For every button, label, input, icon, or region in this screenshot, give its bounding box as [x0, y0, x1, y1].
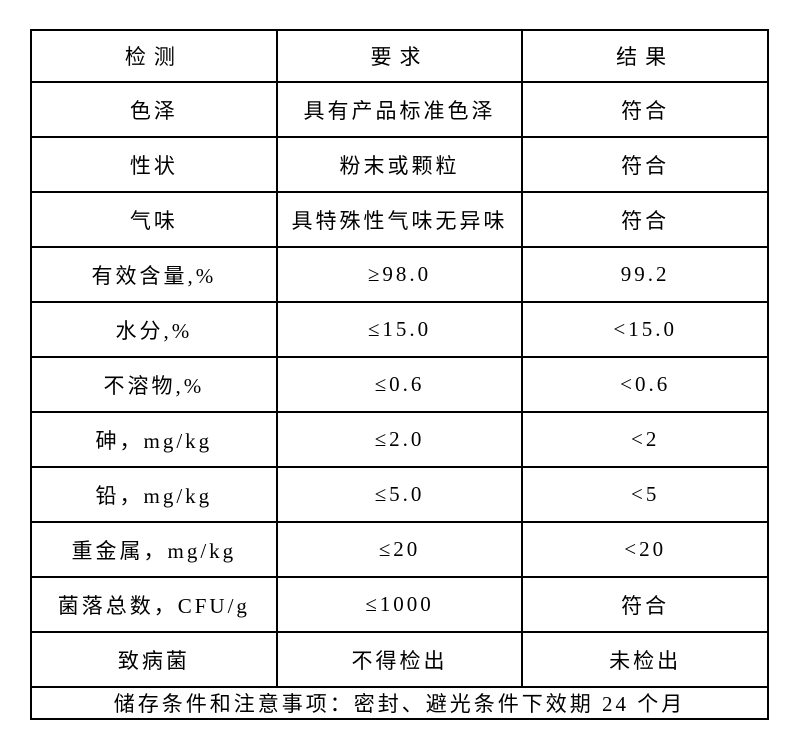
column-header-result: 结果: [521, 29, 769, 83]
footer-row: 储存条件和注意事项：密封、避光条件下效期 24 个月: [30, 686, 769, 720]
requirement-cell: ≥98.0: [275, 246, 524, 303]
result-cell: <20: [521, 521, 769, 578]
requirement-cell: ≤0.6: [275, 356, 524, 413]
table-row: 性状 粉末或颗粒 符合: [30, 136, 769, 193]
test-item-cell: 菌落总数，CFU/g: [30, 576, 278, 633]
requirement-cell: 具特殊性气味无异味: [275, 191, 524, 248]
requirement-cell: ≤2.0: [275, 411, 524, 468]
requirement-cell: ≤5.0: [275, 466, 524, 523]
test-item-cell: 气味: [30, 191, 278, 248]
test-item-cell: 不溶物,%: [30, 356, 278, 413]
result-cell: 符合: [521, 576, 769, 633]
result-cell: 99.2: [521, 246, 769, 303]
table-row: 重金属，mg/kg ≤20 <20: [30, 521, 769, 578]
table-row: 水分,% ≤15.0 <15.0: [30, 301, 769, 358]
requirement-cell: ≤20: [275, 521, 524, 578]
test-item-cell: 性状: [30, 136, 278, 193]
requirement-cell: 粉末或颗粒: [275, 136, 524, 193]
result-cell: <2: [521, 411, 769, 468]
column-header-test: 检测: [30, 29, 278, 83]
requirement-cell: ≤15.0: [275, 301, 524, 358]
requirement-cell: 不得检出: [275, 631, 524, 688]
inspection-table-body: 色泽 具有产品标准色泽 符合 性状 粉末或颗粒 符合 气味 具特殊性气味无异味 符合 有效含量,%…: [30, 81, 769, 688]
table-row: 菌落总数，CFU/g ≤1000 符合: [30, 576, 769, 633]
test-item-cell: 致病菌: [30, 631, 278, 688]
header-row: 检测 要求 结果: [30, 29, 769, 83]
storage-note: 储存条件和注意事项：密封、避光条件下效期 24 个月: [30, 686, 769, 720]
table-row: 铅，mg/kg ≤5.0 <5: [30, 466, 769, 523]
result-cell: <0.6: [521, 356, 769, 413]
table-row: 气味 具特殊性气味无异味 符合: [30, 191, 769, 248]
result-cell: 符合: [521, 191, 769, 248]
requirement-cell: ≤1000: [275, 576, 524, 633]
table-row: 砷，mg/kg ≤2.0 <2: [30, 411, 769, 468]
test-item-cell: 水分,%: [30, 301, 278, 358]
inspection-table-head: 检测 要求 结果: [30, 29, 769, 83]
test-item-cell: 有效含量,%: [30, 246, 278, 303]
table-row: 不溶物,% ≤0.6 <0.6: [30, 356, 769, 413]
table-row: 有效含量,% ≥98.0 99.2: [30, 246, 769, 303]
column-header-requirement: 要求: [275, 29, 524, 83]
test-item-cell: 铅，mg/kg: [30, 466, 278, 523]
result-cell: 未检出: [521, 631, 769, 688]
inspection-table: 检测 要求 结果 色泽 具有产品标准色泽 符合 性状 粉末或颗粒 符合 气味 具特殊性气味无异…: [30, 29, 769, 720]
result-cell: 符合: [521, 136, 769, 193]
table-row: 色泽 具有产品标准色泽 符合: [30, 81, 769, 138]
table-row: 致病菌 不得检出 未检出: [30, 631, 769, 688]
test-item-cell: 重金属，mg/kg: [30, 521, 278, 578]
requirement-cell: 具有产品标准色泽: [275, 81, 524, 138]
inspection-table-foot: 储存条件和注意事项：密封、避光条件下效期 24 个月: [30, 686, 769, 720]
result-cell: <15.0: [521, 301, 769, 358]
test-item-cell: 色泽: [30, 81, 278, 138]
result-cell: 符合: [521, 81, 769, 138]
test-item-cell: 砷，mg/kg: [30, 411, 278, 468]
result-cell: <5: [521, 466, 769, 523]
